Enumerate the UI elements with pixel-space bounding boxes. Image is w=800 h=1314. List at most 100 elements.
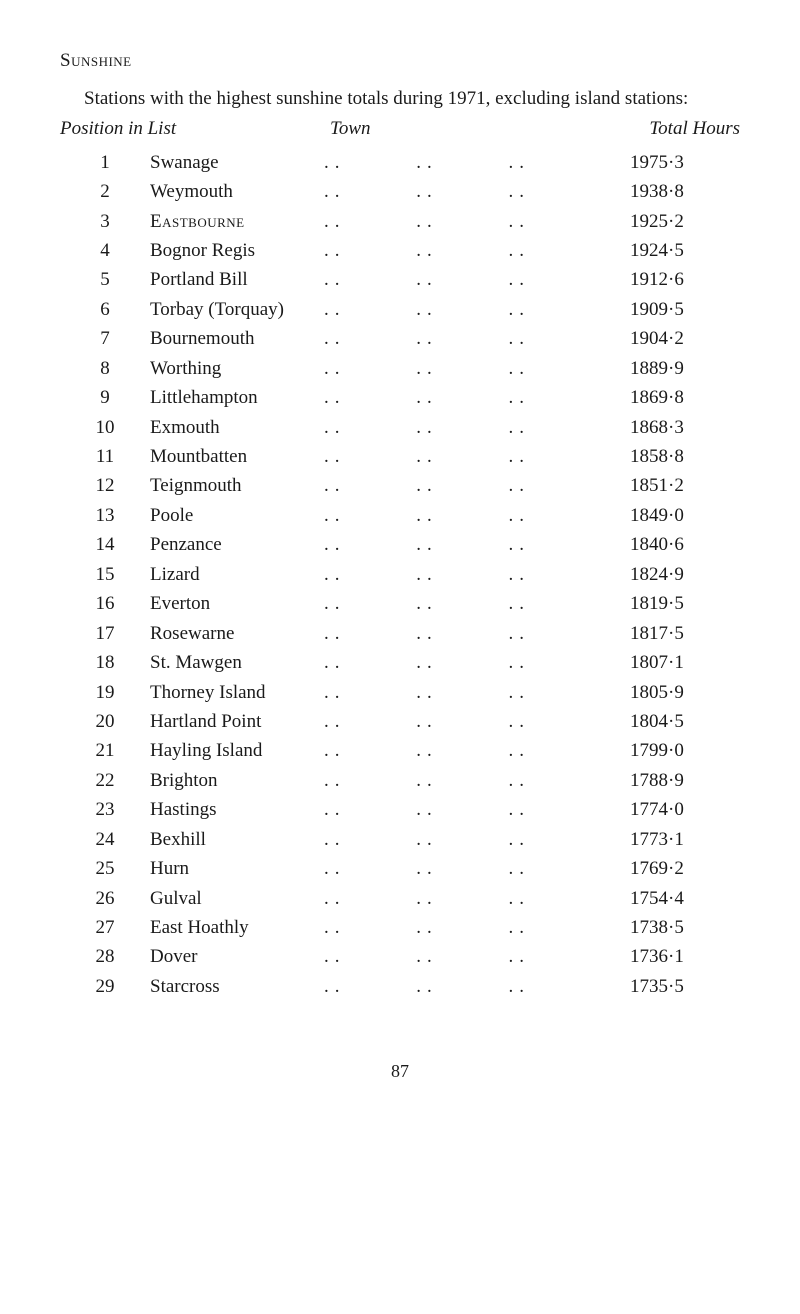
leader-dots: .. .. .. [320,560,610,589]
hours-cell: 1868·3 [610,413,740,442]
leader-dots: .. .. .. [320,265,610,294]
intro-text: Stations with the highest sunshine total… [60,86,740,112]
table-row: 19Thorney Island.. .. ..1805·9 [60,678,740,707]
leader-dots: .. .. .. [320,589,610,618]
town-cell: Bournemouth [150,324,320,353]
position-cell: 2 [60,177,150,206]
table-row: 11Mountbatten.. .. ..1858·8 [60,442,740,471]
leader-dots: .. .. .. [320,236,610,265]
position-cell: 29 [60,972,150,1001]
hours-cell: 1925·2 [610,207,740,236]
position-cell: 13 [60,501,150,530]
town-cell: Teignmouth [150,471,320,500]
town-cell: Swanage [150,148,320,177]
table-row: 14Penzance.. .. ..1840·6 [60,530,740,559]
position-cell: 1 [60,148,150,177]
town-cell: Dover [150,942,320,971]
position-cell: 14 [60,530,150,559]
town-cell: Hayling Island [150,736,320,765]
col-header-town: Town [210,118,610,140]
table-row: 1Swanage.. .. ..1975·3 [60,148,740,177]
leader-dots: .. .. .. [320,766,610,795]
town-cell: Poole [150,501,320,530]
table-row: 18St. Mawgen.. .. ..1807·1 [60,648,740,677]
hours-cell: 1849·0 [610,501,740,530]
hours-cell: 1909·5 [610,295,740,324]
leader-dots: .. .. .. [320,884,610,913]
position-cell: 20 [60,707,150,736]
hours-cell: 1736·1 [610,942,740,971]
hours-cell: 1769·2 [610,854,740,883]
position-cell: 26 [60,884,150,913]
hours-cell: 1773·1 [610,825,740,854]
town-cell: Thorney Island [150,678,320,707]
position-cell: 23 [60,795,150,824]
hours-cell: 1975·3 [610,148,740,177]
table-row: 3Eastbourne.. .. ..1925·2 [60,207,740,236]
leader-dots: .. .. .. [320,678,610,707]
town-cell: Bognor Regis [150,236,320,265]
town-cell: Weymouth [150,177,320,206]
town-cell: Lizard [150,560,320,589]
hours-cell: 1817·5 [610,619,740,648]
leader-dots: .. .. .. [320,619,610,648]
table-row: 15Lizard.. .. ..1824·9 [60,560,740,589]
leader-dots: .. .. .. [320,913,610,942]
table-row: 5Portland Bill.. .. ..1912·6 [60,265,740,294]
table-row: 4Bognor Regis.. .. ..1924·5 [60,236,740,265]
table-row: 23Hastings.. .. ..1774·0 [60,795,740,824]
position-cell: 10 [60,413,150,442]
leader-dots: .. .. .. [320,530,610,559]
position-cell: 7 [60,324,150,353]
hours-cell: 1735·5 [610,972,740,1001]
position-cell: 24 [60,825,150,854]
table-row: 12Teignmouth.. .. ..1851·2 [60,471,740,500]
leader-dots: .. .. .. [320,354,610,383]
leader-dots: .. .. .. [320,442,610,471]
table-row: 8Worthing.. .. ..1889·9 [60,354,740,383]
position-cell: 25 [60,854,150,883]
section-heading: Sunshine [60,50,740,72]
town-cell: Hurn [150,854,320,883]
hours-cell: 1889·9 [610,354,740,383]
town-cell: Mountbatten [150,442,320,471]
hours-cell: 1805·9 [610,678,740,707]
table-body: 1Swanage.. .. ..1975·32Weymouth.. .. ..1… [60,148,740,1002]
town-cell: Hartland Point [150,707,320,736]
leader-dots: .. .. .. [320,413,610,442]
table-row: 2Weymouth.. .. ..1938·8 [60,177,740,206]
leader-dots: .. .. .. [320,177,610,206]
hours-cell: 1851·2 [610,471,740,500]
hours-cell: 1774·0 [610,795,740,824]
table-row: 13Poole.. .. ..1849·0 [60,501,740,530]
leader-dots: .. .. .. [320,471,610,500]
position-cell: 4 [60,236,150,265]
position-cell: 19 [60,678,150,707]
position-cell: 17 [60,619,150,648]
hours-cell: 1904·2 [610,324,740,353]
table-row: 10Exmouth.. .. ..1868·3 [60,413,740,442]
town-cell: Hastings [150,795,320,824]
table-row: 20Hartland Point.. .. ..1804·5 [60,707,740,736]
hours-cell: 1858·8 [610,442,740,471]
town-cell: Eastbourne [150,207,320,236]
table-row: 6Torbay (Torquay).. .. ..1909·5 [60,295,740,324]
table-row: 22Brighton.. .. ..1788·9 [60,766,740,795]
hours-cell: 1788·9 [610,766,740,795]
leader-dots: .. .. .. [320,324,610,353]
page-number: 87 [60,1061,740,1082]
leader-dots: .. .. .. [320,648,610,677]
town-cell: Everton [150,589,320,618]
table-row: 9Littlehampton.. .. ..1869·8 [60,383,740,412]
position-cell: 11 [60,442,150,471]
town-cell: Penzance [150,530,320,559]
leader-dots: .. .. .. [320,383,610,412]
hours-cell: 1912·6 [610,265,740,294]
table-row: 16Everton.. .. ..1819·5 [60,589,740,618]
hours-cell: 1938·8 [610,177,740,206]
town-cell: Gulval [150,884,320,913]
table-row: 28Dover.. .. ..1736·1 [60,942,740,971]
hours-cell: 1924·5 [610,236,740,265]
hours-cell: 1869·8 [610,383,740,412]
leader-dots: .. .. .. [320,501,610,530]
